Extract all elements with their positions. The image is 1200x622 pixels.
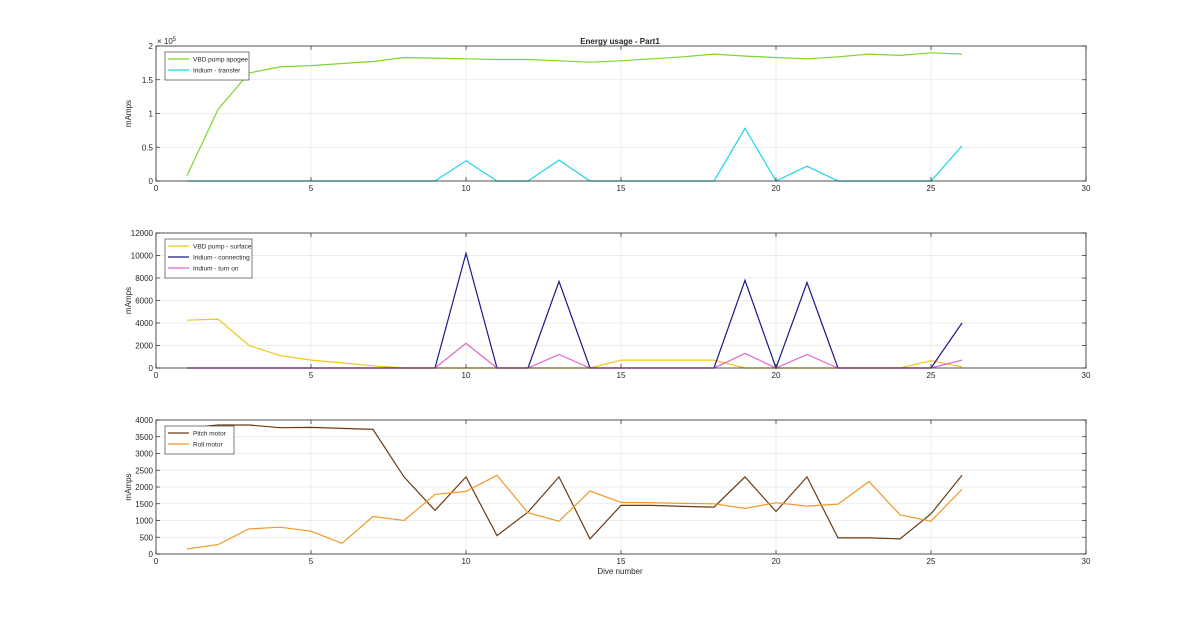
y-tick-label: 2000 [135, 483, 153, 492]
y-tick-label: 1.5 [142, 76, 154, 85]
x-tick-label: 25 [927, 557, 936, 566]
x-tick-label: 20 [772, 557, 781, 566]
series-line-1 [186, 424, 963, 540]
y-tick-label: 8000 [135, 274, 153, 283]
x-tick-label: 10 [462, 557, 471, 566]
y-tick-label: 2000 [135, 342, 153, 351]
x-tick-label: 30 [1082, 184, 1091, 193]
x-tick-label: 15 [617, 184, 626, 193]
x-tick-label: 0 [154, 557, 159, 566]
y-tick-label: 4000 [135, 416, 153, 425]
y-tick-label: 2 [149, 42, 154, 51]
y-tick-label: 1000 [135, 517, 153, 526]
panel-vbd-apogee-iridium-transfer: 0 5 10 15 20 25 30 0 0.5 1 1.5 2 mAmps × 105 VBD pump … [124, 37, 1091, 193]
y-tick-label: 3500 [135, 433, 153, 442]
y-tick-label: 3000 [135, 450, 153, 459]
legend-label-2: Roll motor [193, 442, 223, 449]
x-tick-label: 0 [154, 184, 159, 193]
legend-box [164, 425, 235, 455]
y-tick-label: 0 [149, 177, 154, 186]
x-tick-label: 10 [462, 371, 471, 380]
panel-pitch-roll-motor: 0 5 10 15 20 25 30 0 500 1000 1500 2000 2500 3000 3500… [124, 416, 1091, 566]
y-tick-label: 10000 [131, 252, 154, 261]
x-tick-label: 30 [1082, 371, 1091, 380]
legend-label-1: Pitch motor [193, 431, 227, 438]
y-tick-label: 6000 [135, 297, 153, 306]
figure-title: Energy usage - Part1 [580, 37, 660, 46]
x-tick-label: 0 [154, 371, 159, 380]
y-tick-label: 500 [140, 533, 154, 542]
x-tick-label: 15 [617, 557, 626, 566]
y-tick-label: 1500 [135, 500, 153, 509]
x-tick-label: 20 [772, 371, 781, 380]
legend-label-2: Iridium - connecting [193, 255, 250, 262]
y-tick-label: 12000 [131, 229, 154, 238]
x-tick-label: 5 [309, 557, 314, 566]
legend-box [164, 51, 250, 81]
y-exponent-label: × 105 [157, 37, 177, 46]
y-tick-label: 2500 [135, 466, 153, 475]
legend-label-1: VBD pump apogee [193, 57, 248, 64]
x-tick-label: 5 [309, 184, 314, 193]
x-tick-label: 25 [927, 371, 936, 380]
series-line-2 [186, 474, 963, 550]
y-tick-label: 4000 [135, 319, 153, 328]
y-tick-label: 0.5 [142, 143, 154, 152]
x-tick-label: 10 [462, 184, 471, 193]
y-tick-label: 0 [149, 364, 154, 373]
panel-vbd-surface-iridium: 0 5 10 15 20 25 30 0 2000 4000 6000 8000 10000 12000 m… [124, 229, 1091, 380]
y-axis-label: mAmps [124, 100, 133, 127]
x-axis-label: Dive number [597, 567, 643, 576]
y-axis-label: mAmps [124, 473, 133, 500]
legend-label-1: VBD pump - surface [193, 244, 252, 251]
y-tick-label: 1 [149, 110, 154, 119]
x-tick-label: 25 [927, 184, 936, 193]
series-line-1 [186, 52, 963, 176]
y-axis-label: mAmps [124, 287, 133, 314]
x-tick-label: 15 [617, 371, 626, 380]
x-tick-label: 20 [772, 184, 781, 193]
legend-label-2: Iridium - transfer [193, 68, 241, 75]
legend-label-3: Iridium - turn on [193, 266, 239, 273]
y-tick-label: 0 [149, 550, 154, 559]
x-tick-label: 30 [1082, 557, 1091, 566]
x-tick-label: 5 [309, 371, 314, 380]
